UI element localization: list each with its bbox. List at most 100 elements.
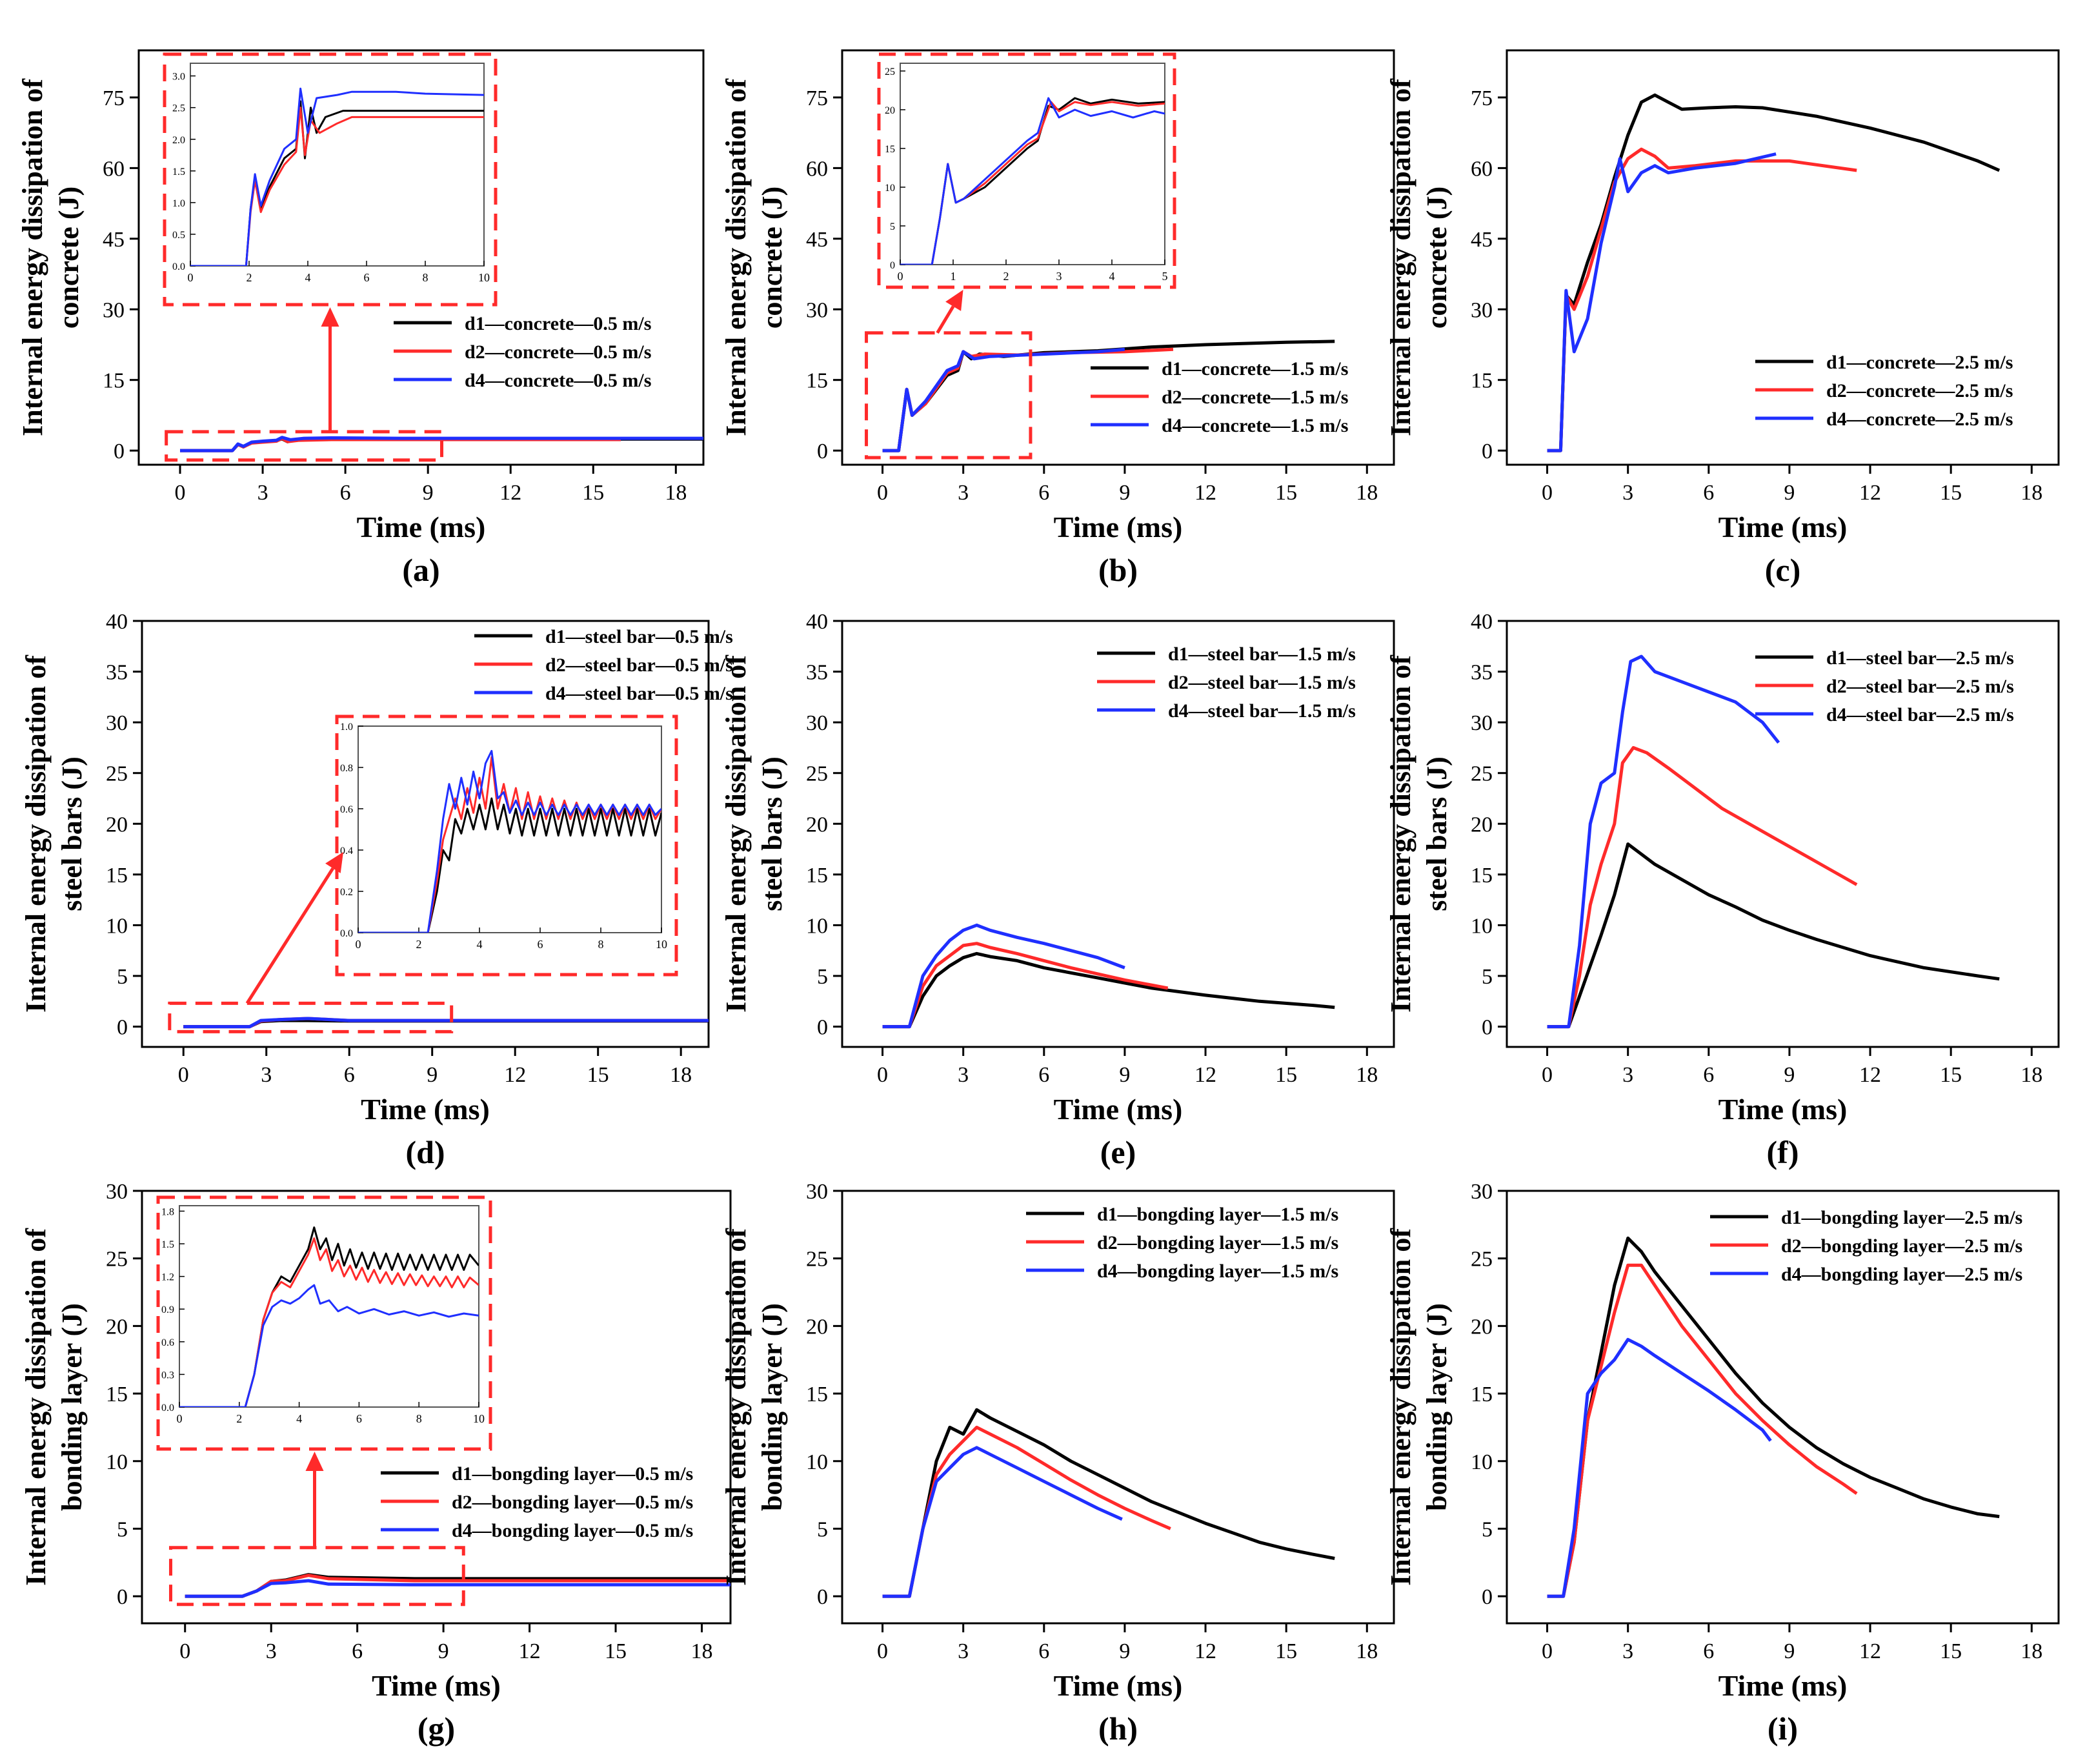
inset-y-tick-label: 0.8 [340,763,353,774]
inset-y-tick-label: 0.6 [161,1337,174,1348]
x-tick-label: 6 [1038,1639,1049,1663]
x-tick-label: 15 [1940,1063,1962,1087]
series-line-2 [1547,147,1857,452]
y-tick-label: 75 [806,86,828,110]
x-tick-label: 9 [1784,481,1795,505]
plot-frame [841,620,1395,1048]
x-tick-label: 9 [1119,1063,1130,1087]
legend: d1—concrete—0.5 m/s d2—concrete—0.5 m/s d4… [394,313,651,391]
series-line-3 [180,436,703,452]
legend-entry: d1—concrete—1.5 m/s [1162,358,1348,380]
inset-b: 0 1 2 3 4 5 0 5 10 15 20 25 [865,52,1176,460]
x-tick-label: 0 [1542,1639,1553,1663]
legend-entry: d4—concrete—0.5 m/s [465,370,651,391]
x-tick-label: 9 [438,1639,449,1663]
x-tick-label: 6 [1703,1063,1714,1087]
zoom-region-box [168,1546,465,1607]
y-tick-label: 5 [817,965,828,989]
inset-y-tick-label: 2.0 [172,135,185,146]
x-tick-label: 6 [352,1639,363,1663]
x-tick-label: 18 [665,481,687,505]
legend-entry: d4—bongding layer—2.5 m/s [1781,1264,2022,1285]
inset-x-tick-label: 10 [478,271,490,284]
inset-x-tick-label: 5 [1162,270,1168,283]
x-tick-label: 15 [587,1063,609,1087]
panel-f: 0 3 6 9 12 15 18 0 5 10 15 20 25 30 35 40 Time (ms) (f) In… [1385,610,2060,1170]
y-tick-label: 30 [103,298,125,322]
y-axis-label: Internal energy dissipation of bonding la… [20,1228,88,1586]
y-tick-label: 40 [106,610,128,634]
x-tick-label: 3 [257,481,268,505]
x-tick-label: 9 [1784,1063,1795,1087]
panel-label: (c) [1765,552,1801,588]
legend-entry: d1—steel bar—1.5 m/s [1168,644,1356,665]
y-tick-label: 15 [103,369,125,393]
y-tick-label: 0 [817,1585,828,1609]
y-tick-label: 20 [806,1315,828,1339]
legend-entry: d2—steel bar—0.5 m/s [545,654,733,676]
y-axis-label-line: concrete (J) [1421,187,1453,329]
y-tick-label: 45 [103,228,125,252]
inset-x-tick-label: 2 [236,1412,242,1425]
panel-label: (h) [1098,1710,1138,1747]
legend-entry: d2—steel bar—1.5 m/s [1168,672,1356,693]
y-tick-label: 35 [106,661,128,685]
legend: d1—steel bar—0.5 m/s d2—steel bar—0.5 m/s… [474,626,733,704]
panel-label: (b) [1098,552,1138,588]
y-axis-label-line: bonding layer (J) [1421,1303,1453,1511]
legend: d1—steel bar—2.5 m/s d2—steel bar—2.5 m/s… [1755,647,2014,725]
inset-y-tick-label: 0.0 [161,1403,174,1414]
inset-y-tick-label: 0 [890,260,895,271]
y-tick-label: 30 [106,711,128,735]
y-tick-label: 25 [806,762,828,786]
y-tick-label: 40 [806,610,828,634]
panel-label: (g) [418,1710,455,1747]
inset-y-tick-label: 0.0 [172,261,185,272]
y-tick-label: 60 [103,157,125,181]
y-axis-label: Internal energy dissipation of concrete (… [1385,78,1453,436]
y-axis-label: Internal energy dissipation of bonding la… [1385,1228,1453,1586]
series-line-3 [882,923,1125,1029]
zoom-arrow [936,305,955,334]
y-axis-label-line: Internal energy dissipation of [20,1228,52,1586]
inset-y-tick-label: 1.0 [172,198,185,209]
inset-series-line-1 [358,797,661,933]
x-tick-label: 6 [344,1063,355,1087]
y-tick-label: 15 [1471,1383,1493,1406]
x-tick-label: 12 [1194,1063,1216,1087]
y-tick-label: 0 [817,440,828,463]
inset-x-tick-label: 4 [477,938,483,951]
inset-y-tick-label: 1.8 [161,1206,174,1217]
series-line-3 [882,347,1125,452]
plot-frame [841,1190,1395,1625]
y-axis-label-line: concrete (J) [756,187,788,329]
y-axis-label: Internal energy dissipation of bonding la… [720,1228,788,1586]
inset-x-tick-label: 10 [656,938,667,951]
x-tick-label: 0 [175,481,186,505]
inset-y-tick-label: 0.2 [340,887,353,898]
y-axis-label-line: Internal energy dissipation of [1385,1228,1416,1586]
inset-y-tick-label: 0.5 [172,230,185,241]
x-axis-label: Time (ms) [1718,1093,1848,1126]
panel-label: (d) [405,1134,445,1170]
y-tick-label: 75 [103,86,125,110]
x-tick-label: 3 [266,1639,277,1663]
x-tick-label: 12 [504,1063,526,1087]
y-tick-label: 0 [117,1585,128,1609]
inset-plot-frame [179,1205,479,1408]
y-tick-label: 15 [1471,369,1493,393]
x-tick-label: 12 [1194,1639,1216,1663]
inset-x-tick-label: 4 [305,271,311,284]
legend-entry: d4—concrete—1.5 m/s [1162,415,1348,436]
y-axis-label-line: steel bars (J) [56,756,88,911]
y-axis-label-line: concrete (J) [53,187,85,329]
y-tick-label: 45 [1471,228,1493,252]
series-line-2 [882,942,1169,1029]
panel-h: 0 3 6 9 12 15 18 0 5 10 15 20 25 30 Time (ms) (h) Intern… [720,1180,1395,1747]
x-tick-label: 12 [499,481,521,505]
y-axis-label-line: Internal energy dissipation of [720,1228,752,1586]
